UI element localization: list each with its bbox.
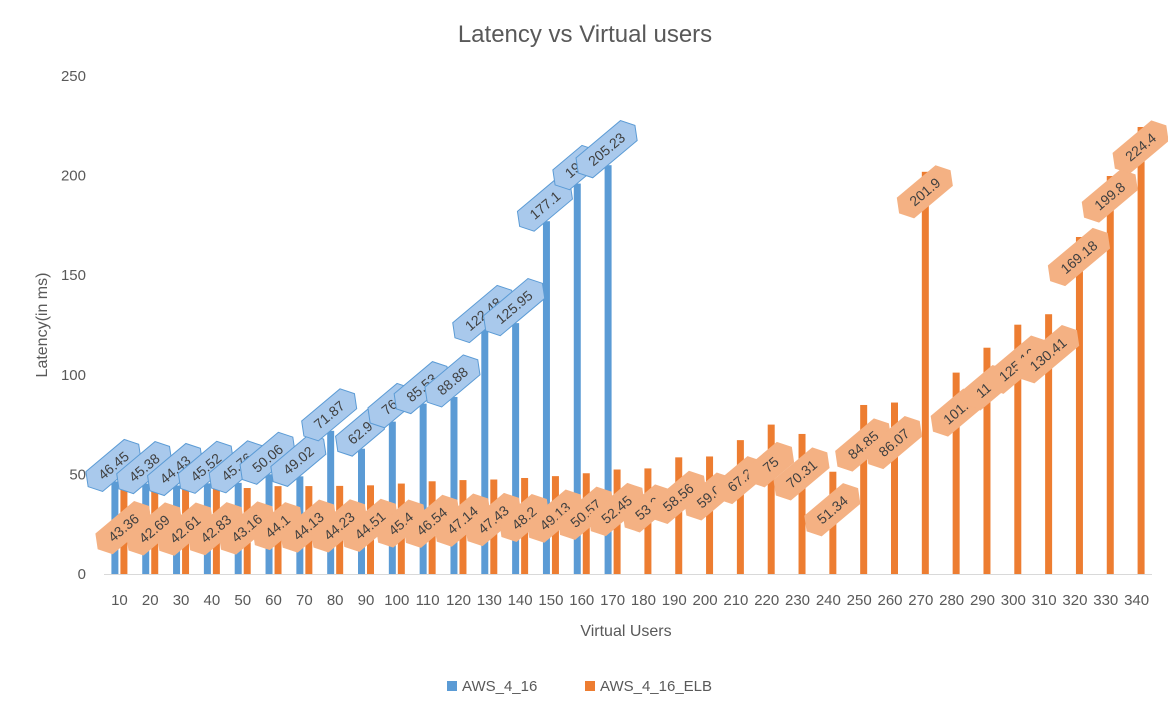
y-tick-label: 200 (61, 168, 86, 185)
bar-aws-4-16[interactable] (450, 396, 458, 574)
x-tick-label: 120 (446, 592, 471, 609)
x-tick-label: 140 (508, 592, 533, 609)
x-tick-label: 100 (384, 592, 409, 609)
legend-item-aws-4-16[interactable]: AWS_4_16 (447, 678, 537, 695)
x-tick-label: 90 (358, 592, 375, 609)
bar-aws-4-16-elb[interactable] (921, 171, 929, 575)
y-tick-label: 100 (61, 367, 86, 384)
x-tick-label: 30 (173, 592, 190, 609)
data-label-aws-4-16-elb: 42.61 (157, 502, 214, 556)
x-tick-label: 110 (416, 592, 440, 609)
bar-aws-4-16-elb[interactable] (983, 347, 991, 574)
x-tick-label: 130 (477, 592, 502, 609)
data-labels: 43.3642.6942.6142.8343.1644.144.1344.234… (85, 120, 1168, 556)
legend-swatch (585, 681, 595, 691)
x-tick-label: 70 (296, 592, 313, 609)
bar-aws-4-16-elb[interactable] (706, 456, 714, 574)
x-axis-ticks: 10 20 30 40 50 60 70 80 90 100 110 120 130 140 150 160 1… (111, 592, 1149, 609)
bar-aws-4-16-elb[interactable] (675, 457, 683, 574)
bar-aws-4-16-elb[interactable] (860, 404, 868, 574)
y-axis-ticks: 0 50 100 150 200 250 (61, 68, 86, 583)
x-tick-label: 200 (693, 592, 718, 609)
legend-label: AWS_4_16 (462, 678, 537, 695)
bar-aws-4-16[interactable] (481, 330, 489, 574)
x-tick-label: 160 (569, 592, 594, 609)
legend[interactable]: AWS_4_16 AWS_4_16_ELB (447, 678, 712, 695)
bar-aws-4-16[interactable] (542, 221, 550, 574)
bar-aws-4-16[interactable] (419, 403, 427, 574)
x-tick-label: 330 (1093, 592, 1118, 609)
x-tick-label: 170 (600, 592, 625, 609)
y-tick-label: 150 (61, 267, 86, 284)
x-tick-label: 20 (142, 592, 159, 609)
data-label-aws-4-16-elb: 86.07 (865, 415, 923, 470)
x-tick-label: 260 (877, 592, 902, 609)
x-tick-label: 340 (1124, 592, 1149, 609)
legend-label: AWS_4_16_ELB (600, 678, 712, 695)
x-tick-label: 40 (204, 592, 221, 609)
y-tick-label: 50 (69, 466, 86, 483)
x-tick-label: 250 (847, 592, 872, 609)
x-tick-label: 210 (723, 592, 748, 609)
legend-item-aws-4-16-elb[interactable]: AWS_4_16_ELB (585, 678, 712, 695)
x-tick-label: 180 (631, 592, 656, 609)
x-tick-label: 230 (785, 592, 810, 609)
x-tick-label: 80 (327, 592, 344, 609)
chart-title: Latency vs Virtual users (458, 21, 712, 48)
bar-aws-4-16-elb[interactable] (1075, 236, 1083, 574)
y-axis-title: Latency(in ms) (34, 273, 51, 378)
x-tick-label: 320 (1062, 592, 1087, 609)
x-tick-label: 60 (265, 592, 282, 609)
x-axis-title: Virtual Users (580, 623, 671, 640)
bar-aws-4-16[interactable] (604, 165, 612, 575)
bar-aws-4-16-elb[interactable] (798, 433, 806, 574)
x-tick-label: 240 (816, 592, 841, 609)
x-tick-label: 220 (754, 592, 779, 609)
bar-aws-4-16-elb[interactable] (1014, 324, 1022, 574)
bar-aws-4-16-elb[interactable] (891, 402, 898, 574)
bar-aws-4-16[interactable] (573, 183, 581, 574)
x-tick-label: 190 (662, 592, 687, 609)
x-tick-label: 310 (1032, 592, 1057, 609)
x-tick-label: 50 (234, 592, 251, 609)
bar-aws-4-16-elb[interactable] (767, 424, 775, 574)
data-label-aws-4-16-elb: 224.4 (1112, 120, 1168, 174)
legend-swatch (447, 681, 457, 691)
data-label-aws-4-16-elb: 75 (747, 441, 795, 488)
x-tick-label: 290 (970, 592, 995, 609)
bar-aws-4-16-elb[interactable] (1106, 175, 1114, 574)
bar-aws-4-16[interactable] (512, 323, 520, 574)
y-tick-label: 0 (78, 566, 86, 583)
bar-aws-4-16-elb[interactable] (1045, 314, 1053, 574)
x-tick-label: 300 (1001, 592, 1026, 609)
bar-aws-4-16-elb[interactable] (736, 440, 744, 574)
x-tick-label: 270 (908, 592, 933, 609)
x-tick-label: 280 (939, 592, 964, 609)
y-tick-label: 250 (61, 68, 86, 85)
bar-aws-4-16-elb[interactable] (1137, 126, 1145, 574)
bar-aws-4-16-elb[interactable] (952, 372, 960, 574)
bar-aws-4-16[interactable] (327, 430, 335, 574)
x-tick-label: 10 (111, 592, 128, 609)
bar-aws-4-16[interactable] (388, 421, 396, 574)
x-tick-label: 150 (538, 592, 563, 609)
